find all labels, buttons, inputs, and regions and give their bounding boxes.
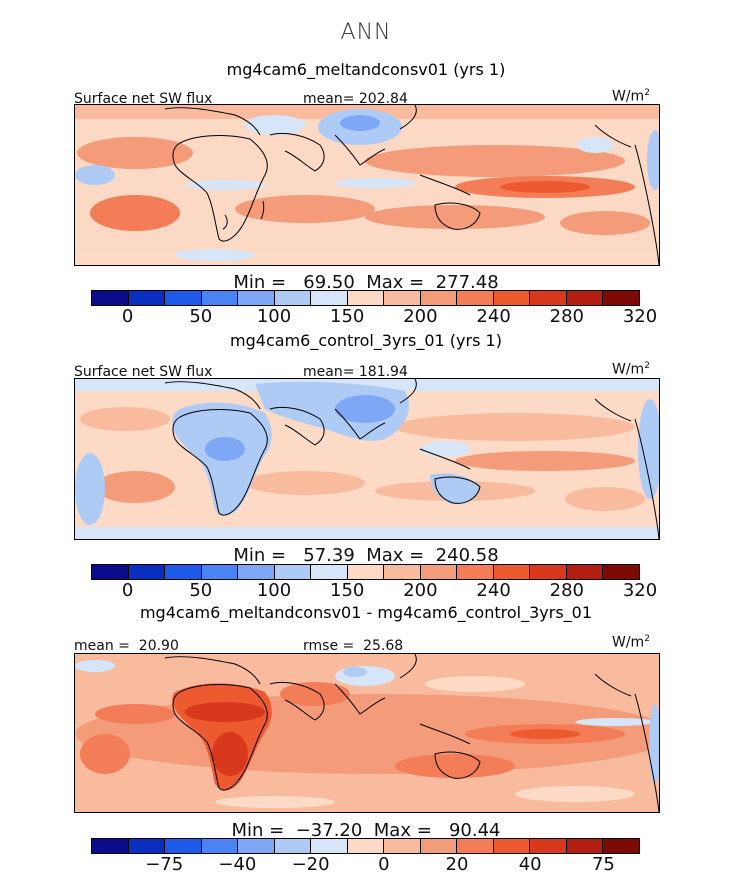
colorbar-swatch xyxy=(165,565,202,579)
colorbar-tick-label: 200 xyxy=(403,306,438,327)
colorbar-tick-label: 100 xyxy=(256,306,292,327)
panel2-title: mg4cam6_control_3yrs_01 (yrs 1) xyxy=(230,331,502,350)
panel2-colorbar xyxy=(91,564,640,580)
colorbar-swatch xyxy=(165,839,202,853)
panel2-field-label: Surface net SW flux xyxy=(74,364,213,380)
colorbar-swatch xyxy=(128,291,166,305)
panel1-units-label: W/m2 xyxy=(612,88,650,105)
colorbar-swatch xyxy=(347,839,385,853)
colorbar-tick-label: 75 xyxy=(591,854,615,875)
colorbar-tick-label: 50 xyxy=(189,580,213,601)
colorbar-swatch xyxy=(420,565,458,579)
colorbar-swatch xyxy=(92,565,129,579)
colorbar-swatch xyxy=(420,839,458,853)
colorbar-swatch xyxy=(530,565,567,579)
colorbar-swatch xyxy=(238,565,275,579)
colorbar-swatch xyxy=(165,291,202,305)
colorbar-swatch xyxy=(201,565,239,579)
colorbar-swatch xyxy=(493,565,531,579)
colorbar-swatch xyxy=(420,291,458,305)
colorbar-swatch xyxy=(238,291,275,305)
colorbar-swatch xyxy=(92,291,129,305)
colorbar-swatch xyxy=(128,839,166,853)
colorbar-swatch xyxy=(384,565,421,579)
colorbar-swatch xyxy=(566,291,604,305)
colorbar-tick-label: 240 xyxy=(476,580,511,601)
colorbar-swatch xyxy=(274,291,312,305)
colorbar-tick-label: 20 xyxy=(445,854,469,875)
colorbar-swatch xyxy=(274,839,312,853)
panel3-mean-label: mean = 20.90 xyxy=(74,638,179,654)
panel1-map xyxy=(74,104,660,266)
panel1-title: mg4cam6_meltandconsv01 (yrs 1) xyxy=(226,60,506,79)
colorbar-tick-label: 150 xyxy=(330,580,365,601)
colorbar-tick-label: 40 xyxy=(518,854,542,875)
colorbar-swatch xyxy=(274,565,312,579)
colorbar-tick-label: 240 xyxy=(476,306,511,327)
panel3-rmse-label: rmse = 25.68 xyxy=(303,638,404,654)
colorbar-tick-label: 0 xyxy=(121,580,134,601)
colorbar-swatch xyxy=(201,839,239,853)
colorbar-tick-label: 320 xyxy=(622,580,658,601)
panel3-map xyxy=(74,653,660,813)
colorbar-tick-label: 320 xyxy=(622,306,658,327)
colorbar-swatch xyxy=(457,839,494,853)
panel2-units-label: W/m2 xyxy=(612,361,650,378)
panel3-colorbar xyxy=(91,838,640,854)
colorbar-tick-label: −75 xyxy=(145,854,184,875)
colorbar-swatch xyxy=(566,839,604,853)
colorbar-tick-label: −40 xyxy=(218,854,257,875)
colorbar-tick-label: 280 xyxy=(549,580,584,601)
colorbar-tick-label: 100 xyxy=(256,580,292,601)
colorbar-tick-label: 150 xyxy=(330,306,365,327)
colorbar-swatch xyxy=(603,291,639,305)
colorbar-swatch xyxy=(457,565,494,579)
colorbar-swatch xyxy=(311,565,348,579)
colorbar-swatch xyxy=(603,565,639,579)
season-title: ANN xyxy=(340,20,392,45)
panel2-colorbar-ticks: 0 50 100 150 200 240 280 320 xyxy=(91,580,657,604)
colorbar-swatch xyxy=(384,291,421,305)
panel3-min-max: Min = −37.20 Max = 90.44 xyxy=(231,820,501,841)
colorbar-swatch xyxy=(566,565,604,579)
panel1-colorbar-ticks: 0 50 100 150 200 240 280 320 xyxy=(91,306,657,330)
colorbar-tick-label: 0 xyxy=(121,306,134,327)
colorbar-swatch xyxy=(493,839,531,853)
colorbar-swatch xyxy=(347,291,385,305)
panel1-min-max: Min = 69.50 Max = 277.48 xyxy=(233,272,499,293)
colorbar-tick-label: −20 xyxy=(291,854,330,875)
colorbar-swatch xyxy=(530,839,567,853)
colorbar-swatch xyxy=(92,839,129,853)
colorbar-swatch xyxy=(238,839,275,853)
panel2-mean-label: mean= 181.94 xyxy=(303,364,408,380)
colorbar-swatch xyxy=(384,839,421,853)
panel1-field-label: Surface net SW flux xyxy=(74,91,213,107)
colorbar-swatch xyxy=(311,839,348,853)
colorbar-tick-label: 200 xyxy=(403,580,438,601)
colorbar-swatch xyxy=(311,291,348,305)
colorbar-swatch xyxy=(201,291,239,305)
colorbar-tick-label: 50 xyxy=(189,306,213,327)
colorbar-tick-label: 0 xyxy=(378,854,390,875)
colorbar-swatch xyxy=(457,291,494,305)
colorbar-swatch xyxy=(493,291,531,305)
panel3-colorbar-ticks: −75 −40 −20 0 20 40 75 xyxy=(91,854,640,878)
panel2-min-max: Min = 57.39 Max = 240.58 xyxy=(233,545,499,566)
panel2-map xyxy=(74,378,660,540)
colorbar-swatch xyxy=(347,565,385,579)
panel3-units-label: W/m2 xyxy=(612,634,650,651)
panel3-title: mg4cam6_meltandconsv01 - mg4cam6_control… xyxy=(139,603,593,622)
colorbar-swatch xyxy=(603,839,639,853)
panel1-colorbar xyxy=(91,290,640,306)
panel1-mean-label: mean= 202.84 xyxy=(303,91,408,107)
colorbar-tick-label: 280 xyxy=(549,306,584,327)
colorbar-swatch xyxy=(530,291,567,305)
colorbar-swatch xyxy=(128,565,166,579)
